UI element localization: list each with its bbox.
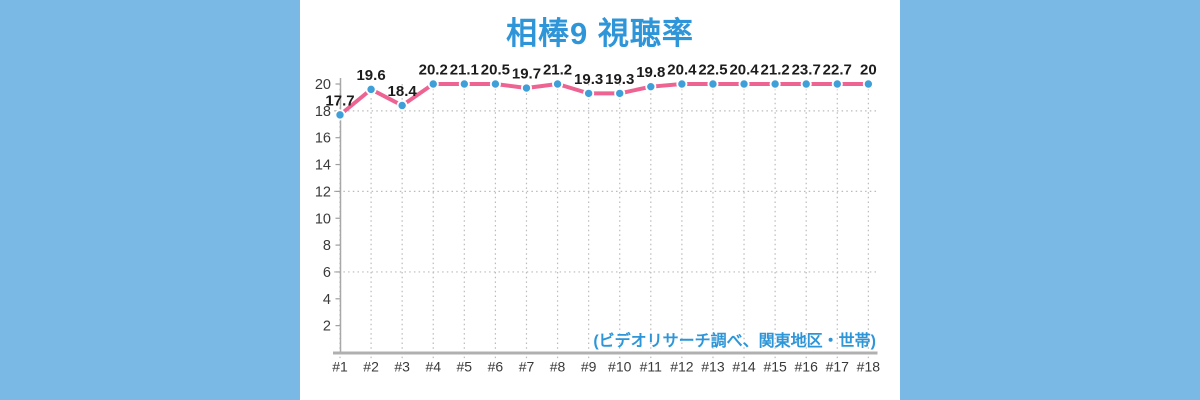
data-value-label: 21.2 <box>761 62 790 79</box>
data-point-marker <box>645 81 657 93</box>
data-point-marker <box>831 78 843 90</box>
data-point-marker <box>800 78 812 90</box>
y-tick-label: 8 <box>323 238 331 254</box>
data-value-label: 18.4 <box>388 83 418 100</box>
data-value-label: 20.2 <box>419 62 448 79</box>
y-tick-label: 20 <box>315 77 331 93</box>
x-tick-label: #3 <box>394 359 410 375</box>
x-tick-label: #5 <box>457 359 473 375</box>
data-point-marker <box>583 87 595 99</box>
data-point-marker <box>614 87 626 99</box>
x-tick-label: #17 <box>826 359 850 375</box>
x-tick-label: #14 <box>732 359 756 375</box>
data-point-marker <box>738 78 750 90</box>
data-value-label: 20.4 <box>667 62 697 79</box>
y-tick-label: 2 <box>323 319 331 335</box>
x-tick-label: #12 <box>670 359 694 375</box>
data-value-label: 21.1 <box>450 62 479 79</box>
data-value-label: 20.4 <box>729 62 759 79</box>
data-point-marker <box>862 78 874 90</box>
x-tick-label: #6 <box>488 359 504 375</box>
data-point-marker <box>489 78 501 90</box>
data-point-marker <box>458 78 470 90</box>
data-point-marker <box>427 78 439 90</box>
y-tick-label: 14 <box>315 158 331 174</box>
data-point-marker <box>676 78 688 90</box>
x-tick-label: #15 <box>763 359 787 375</box>
x-tick-label: #13 <box>701 359 725 375</box>
data-point-marker <box>707 78 719 90</box>
data-value-label: 19.3 <box>605 71 634 88</box>
data-value-label: 23.7 <box>792 62 821 79</box>
data-value-label: 20.5 <box>481 62 510 79</box>
data-point-marker <box>396 99 408 111</box>
y-tick-label: 16 <box>315 131 331 147</box>
data-value-label: 19.3 <box>574 71 603 88</box>
x-tick-label: #11 <box>640 359 663 375</box>
y-tick-label: 12 <box>315 184 331 200</box>
data-value-label: 21.2 <box>543 62 572 79</box>
data-value-label: 19.8 <box>636 64 665 81</box>
y-tick-label: 10 <box>315 211 331 227</box>
data-value-label: 19.6 <box>356 67 385 84</box>
chart-title: 相棒9 視聴率 <box>506 16 694 51</box>
data-value-label: 22.7 <box>823 62 852 79</box>
data-point-marker <box>365 83 377 95</box>
data-point-marker <box>520 82 532 94</box>
data-value-label: 17.7 <box>325 92 354 109</box>
y-tick-label: 6 <box>323 265 331 281</box>
x-tick-label: #10 <box>608 359 632 375</box>
y-tick-label: 4 <box>323 292 331 308</box>
data-point-marker <box>769 78 781 90</box>
x-tick-label: #7 <box>519 359 535 375</box>
data-value-label: 19.7 <box>512 66 541 83</box>
x-tick-label: #4 <box>425 359 441 375</box>
x-tick-label: #18 <box>857 359 881 375</box>
ratings-line <box>338 82 869 117</box>
y-tick-label: 18 <box>315 104 331 120</box>
x-tick-label: #9 <box>581 359 597 375</box>
data-value-label: 20 <box>860 62 877 79</box>
chart-panel: 相棒9 視聴率 2 4 6 8 10 12 14 16 18 20 17.7 19.6 18.4 20.2… <box>300 0 900 400</box>
x-tick-label: #8 <box>550 359 566 375</box>
data-value-label: 22.5 <box>698 62 727 79</box>
x-tick-label: #2 <box>363 359 379 375</box>
x-tick-label: #16 <box>795 359 819 375</box>
source-annotation: (ビデオリサーチ調べ、関東地区・世帯) <box>593 333 876 350</box>
data-point-marker <box>334 109 346 121</box>
data-point-marker <box>552 78 564 90</box>
x-tick-label: #1 <box>332 359 348 375</box>
